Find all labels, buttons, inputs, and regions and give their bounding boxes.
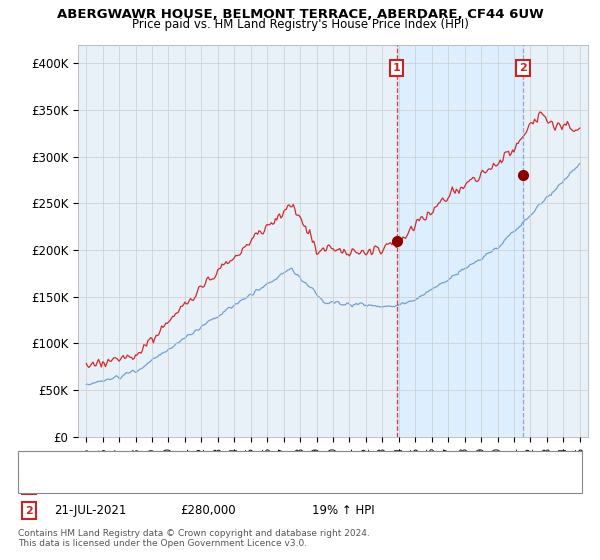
Text: 40% ↑ HPI: 40% ↑ HPI [312, 479, 374, 493]
Text: 2: 2 [519, 63, 527, 73]
Text: 15-NOV-2013: 15-NOV-2013 [54, 479, 133, 493]
Text: £280,000: £280,000 [180, 504, 236, 517]
Text: £210,000: £210,000 [180, 479, 236, 493]
Text: 19% ↑ HPI: 19% ↑ HPI [312, 504, 374, 517]
Text: HPI: Average price, detached house, Rhondda Cynon Taf: HPI: Average price, detached house, Rhon… [60, 474, 353, 484]
Text: ────: ──── [30, 456, 57, 466]
Text: ────: ──── [30, 474, 57, 484]
Text: ABERGWAWR HOUSE, BELMONT TERRACE, ABERDARE, CF44 6UW: ABERGWAWR HOUSE, BELMONT TERRACE, ABERDA… [56, 8, 544, 21]
Text: 1: 1 [25, 481, 32, 491]
Text: ABERGWAWR HOUSE, BELMONT TERRACE, ABERDARE, CF44 6UW (detached house): ABERGWAWR HOUSE, BELMONT TERRACE, ABERDA… [60, 456, 496, 466]
Text: 21-JUL-2021: 21-JUL-2021 [54, 504, 127, 517]
Text: 1: 1 [393, 63, 401, 73]
Text: 2: 2 [25, 506, 32, 516]
Text: Price paid vs. HM Land Registry's House Price Index (HPI): Price paid vs. HM Land Registry's House … [131, 18, 469, 31]
Text: Contains HM Land Registry data © Crown copyright and database right 2024.
This d: Contains HM Land Registry data © Crown c… [18, 529, 370, 548]
Bar [397, 45, 523, 437]
